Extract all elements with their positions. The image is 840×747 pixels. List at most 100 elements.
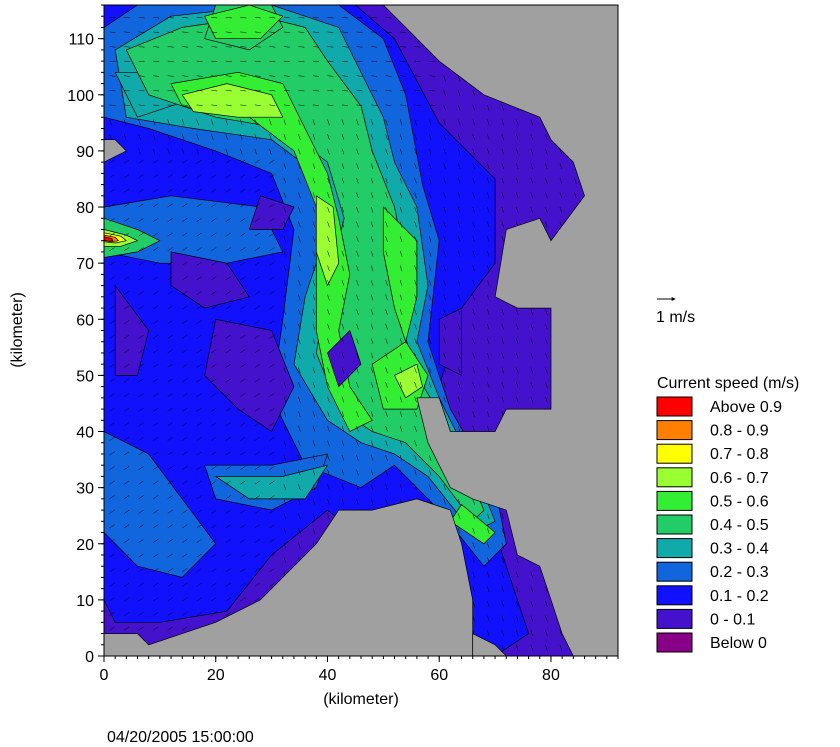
vector-arrow [370, 338, 374, 345]
vector-arrow [399, 455, 403, 461]
vector-arrow [399, 206, 403, 213]
vector-arrow [472, 411, 475, 418]
vector-arrow [414, 104, 421, 106]
vector-arrow [356, 177, 359, 184]
y-axis: 0 10 20 30 40 50 60 70 80 90 100 110 [67, 4, 104, 666]
vector-arrow [501, 586, 504, 593]
vector-arrow [341, 440, 345, 447]
vector-arrow [196, 320, 202, 325]
vector-arrow [153, 31, 160, 33]
vector-arrow [545, 148, 548, 155]
y-tick-label: 0 [85, 649, 94, 666]
vector-arrow [196, 612, 202, 616]
vector-arrow [153, 480, 159, 485]
vector-arrow [283, 250, 287, 257]
vector-arrow [254, 393, 260, 397]
vector-arrow [196, 46, 203, 48]
vector-arrow [269, 305, 275, 310]
vector-arrow [269, 509, 275, 514]
vector-arrow [182, 539, 188, 543]
vector-arrow [138, 305, 144, 310]
vector-arrow [167, 232, 173, 237]
vector-arrow [167, 203, 173, 208]
vector-arrow [443, 236, 446, 242]
vector-arrow [269, 436, 275, 441]
vector-arrow [153, 17, 160, 19]
vector-arrow [298, 163, 301, 170]
vector-arrow [167, 363, 173, 368]
vector-arrow [501, 323, 504, 330]
vector-arrow [269, 31, 276, 33]
vector-arrow [196, 203, 202, 208]
vector-arrow [385, 192, 388, 199]
vector-arrow [298, 206, 301, 213]
vector-arrow [312, 323, 316, 330]
vector-arrow [443, 206, 446, 213]
vector-arrow [269, 539, 275, 543]
vector-arrow [283, 75, 290, 77]
vector-arrow [138, 363, 144, 368]
vector-arrow [182, 597, 188, 602]
vector-arrow [327, 104, 334, 106]
vector-arrow [138, 393, 144, 397]
vector-arrow [414, 250, 417, 257]
vector-arrow [414, 279, 417, 286]
vector-arrow [138, 232, 144, 237]
vector-arrow [327, 148, 330, 155]
vector-arrow [123, 159, 130, 164]
vector-arrow [545, 615, 548, 622]
vector-arrow [123, 247, 130, 252]
legend-label: Below 0 [710, 635, 767, 652]
vector-arrow [269, 349, 275, 354]
vector-arrow [414, 192, 417, 199]
vector-arrow [443, 177, 446, 184]
vector-arrow [167, 495, 173, 500]
land-region [355, 5, 618, 656]
vector-arrow [399, 294, 403, 301]
vector-arrow [501, 630, 504, 636]
vector-arrow [400, 104, 407, 106]
y-axis-label: (kilometer) [9, 292, 26, 368]
vector-arrow [457, 206, 461, 213]
vector-arrow [327, 31, 334, 33]
vector-arrow [385, 323, 388, 330]
vector-arrow [225, 436, 231, 441]
legend-swatch [656, 467, 693, 488]
vector-arrow [327, 279, 330, 286]
vector-arrow [298, 104, 305, 106]
vector-arrow [225, 75, 232, 77]
vector-arrow [196, 480, 202, 485]
contour-region [114, 284, 150, 376]
vector-arrow [240, 119, 243, 126]
vector-arrow [399, 177, 403, 184]
vector-arrow [487, 265, 490, 272]
vector-arrow [356, 148, 359, 155]
vector-arrow [312, 90, 319, 92]
vector-arrow [196, 232, 202, 237]
vector-arrow [414, 265, 417, 272]
vector-arrow [152, 134, 156, 140]
vector-arrow [240, 291, 246, 295]
vector-arrow [254, 349, 260, 354]
vector-arrow [181, 148, 185, 155]
legend-swatch [656, 443, 693, 464]
vector-arrow [399, 323, 403, 330]
vector-arrow [472, 163, 475, 170]
vector-arrow [428, 134, 432, 140]
vector-arrow [254, 188, 260, 193]
vector-arrow [312, 192, 316, 199]
vector-arrow [225, 393, 231, 397]
vector-arrow [196, 378, 202, 383]
vector-arrow [298, 148, 301, 155]
vector-arrow [487, 411, 490, 418]
vector-arrow [341, 469, 345, 476]
vector-arrow [399, 163, 403, 170]
vector-arrow [240, 174, 246, 179]
vector-arrow [385, 455, 388, 461]
vector-arrow [545, 323, 548, 330]
vector-arrow [138, 422, 144, 427]
vector-arrow [399, 484, 403, 491]
vector-arrow [167, 612, 173, 616]
vector-arrow [312, 455, 316, 461]
vector-arrow [153, 582, 159, 587]
